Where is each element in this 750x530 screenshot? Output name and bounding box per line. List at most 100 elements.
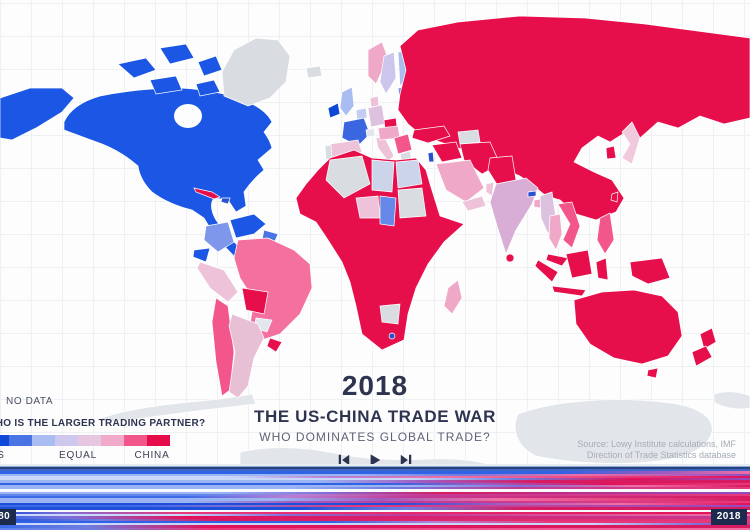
region-chad[interactable]: [379, 195, 397, 227]
region-argentina[interactable]: [228, 313, 265, 399]
region-yemen[interactable]: [461, 195, 487, 212]
region-bhutan[interactable]: [527, 190, 537, 198]
region-ecuador[interactable]: [192, 247, 211, 263]
timeline-row: [0, 523, 750, 525]
region-png[interactable]: [629, 257, 671, 285]
region-botswana[interactable]: [379, 303, 401, 325]
region-antarctica: [514, 399, 713, 464]
region-sudan[interactable]: [397, 187, 427, 219]
legend-label-equal: EQUAL: [59, 450, 97, 461]
region-chile[interactable]: [211, 297, 235, 397]
region-australia[interactable]: [573, 289, 683, 365]
play-icon: [370, 454, 381, 466]
region-balkans[interactable]: [393, 133, 413, 155]
region-vietnam[interactable]: [557, 201, 581, 249]
timeline-row: [0, 487, 750, 489]
region-sweden[interactable]: [379, 51, 397, 95]
legend: NO DATA WHO IS THE LARGER TRADING PARTNE…: [0, 394, 216, 464]
timeline-row: [0, 519, 750, 521]
timeline-row: [0, 516, 750, 519]
timeline-row: [0, 505, 750, 507]
region-tasmania[interactable]: [646, 367, 659, 379]
region-libya[interactable]: [371, 159, 395, 193]
region-arctic-islands[interactable]: [159, 43, 195, 65]
region-indonesia[interactable]: [565, 249, 593, 279]
skip-back-button[interactable]: [336, 452, 352, 468]
legend-label-us: US: [0, 450, 5, 461]
timeline-row: [0, 471, 750, 474]
region-south-korea[interactable]: [605, 145, 617, 160]
region-hispaniola[interactable]: [220, 197, 231, 205]
region-alaska[interactable]: [0, 87, 75, 141]
timeline-row: [0, 525, 750, 528]
title-block: 2018 THE US-CHINA TRADE WAR WHO DOMINATE…: [230, 370, 520, 468]
region-central-asia[interactable]: [457, 129, 481, 145]
timeline-row: [0, 480, 750, 483]
region-arctic-islands[interactable]: [117, 57, 157, 79]
region-benelux[interactable]: [355, 107, 368, 120]
region-antarctica: [94, 393, 257, 422]
timeline-row: [0, 498, 750, 501]
page-subtitle: WHO DOMINATES GLOBAL TRADE?: [259, 430, 491, 444]
region-thailand[interactable]: [548, 213, 563, 251]
region-philippines[interactable]: [596, 212, 615, 255]
region-peru[interactable]: [196, 261, 239, 303]
region-denmark[interactable]: [369, 95, 380, 108]
play-button[interactable]: [367, 452, 383, 468]
region-levant[interactable]: [431, 141, 463, 163]
timeline-row: [0, 507, 750, 510]
region-greenland[interactable]: [221, 37, 291, 107]
region-egypt[interactable]: [395, 159, 423, 189]
legend-gradient-step: [101, 435, 124, 446]
playback-controls: [230, 452, 520, 468]
region-arctic-islands[interactable]: [195, 79, 221, 97]
region-uk[interactable]: [339, 86, 355, 117]
region-brazil[interactable]: [233, 237, 313, 341]
timeline-row: [0, 474, 750, 476]
region-uruguay[interactable]: [266, 337, 283, 353]
region-algeria[interactable]: [325, 155, 371, 199]
timeline-row: [0, 512, 750, 514]
legend-gradient-step: [0, 435, 9, 446]
timeline-row: [0, 492, 750, 494]
region-iceland[interactable]: [305, 65, 323, 79]
region-israel[interactable]: [427, 151, 435, 163]
timeline-row: [0, 483, 750, 485]
skip-forward-button[interactable]: [398, 452, 414, 468]
region-lesotho[interactable]: [388, 332, 396, 340]
timeline-row: [0, 521, 750, 523]
region-indonesia[interactable]: [595, 257, 609, 281]
timeline-row: [0, 503, 750, 505]
region-cuba[interactable]: [193, 187, 221, 200]
region-arctic-islands[interactable]: [149, 75, 183, 95]
region-indonesia[interactable]: [551, 285, 587, 297]
region-turkey[interactable]: [411, 125, 451, 144]
region-ireland[interactable]: [327, 102, 341, 119]
region-japan[interactable]: [621, 121, 641, 165]
region-new-zealand[interactable]: [699, 327, 717, 350]
timeline-row: [0, 528, 750, 530]
timeline-top-border: [0, 464, 750, 471]
region-madagascar[interactable]: [443, 279, 463, 315]
legend-gradient-step: [9, 435, 32, 446]
region-niger[interactable]: [355, 195, 381, 219]
legend-gradient-step: [147, 435, 170, 446]
region-india[interactable]: [489, 177, 539, 256]
world-map: [0, 15, 750, 466]
region-venezuela[interactable]: [229, 213, 267, 239]
region-taiwan[interactable]: [610, 191, 619, 203]
region-bolivia[interactable]: [241, 287, 269, 315]
region-saudi[interactable]: [435, 159, 485, 203]
timeline-start-year: 1980: [0, 509, 17, 525]
region-new-zealand[interactable]: [691, 345, 713, 367]
region-colombia[interactable]: [203, 221, 235, 253]
region-malaysia[interactable]: [545, 253, 569, 267]
region-indonesia[interactable]: [534, 259, 559, 283]
region-arctic-islands[interactable]: [197, 55, 223, 77]
timeline-scrubber[interactable]: [0, 471, 750, 530]
region-sri-lanka[interactable]: [505, 253, 515, 263]
region-france[interactable]: [341, 117, 371, 147]
region-germany[interactable]: [367, 104, 386, 128]
region-switzerland[interactable]: [365, 127, 376, 138]
timeline-row: [0, 485, 750, 487]
